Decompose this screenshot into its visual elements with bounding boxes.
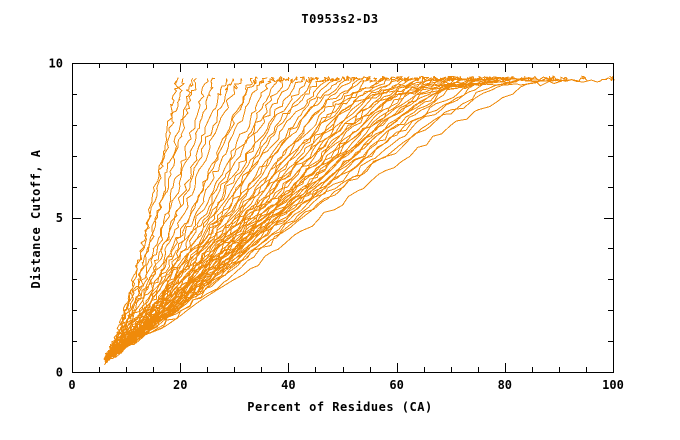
series-layer — [103, 75, 615, 365]
series-line — [106, 76, 283, 357]
series-line — [106, 76, 258, 359]
series-line — [122, 76, 491, 344]
series-line — [105, 76, 290, 359]
series-line — [105, 78, 234, 356]
series-line — [106, 77, 340, 359]
series-line — [112, 75, 349, 352]
x-tick-label: 100 — [602, 378, 624, 392]
series-line — [110, 76, 327, 352]
series-line — [103, 78, 185, 359]
series-line — [105, 77, 215, 362]
series-line — [106, 78, 209, 361]
x-tick-label: 0 — [68, 378, 75, 392]
x-tick-label: 20 — [173, 378, 187, 392]
series-line — [105, 78, 243, 364]
series-line — [115, 75, 615, 358]
x-axis-label: Percent of Residues (CA) — [247, 400, 433, 414]
series-line — [118, 75, 526, 343]
series-line — [116, 75, 588, 351]
series-line — [116, 76, 559, 351]
y-tick-label: 0 — [56, 366, 63, 380]
y-tick-label: 10 — [49, 57, 63, 71]
series-line — [118, 75, 439, 350]
x-tick-label: 80 — [498, 378, 512, 392]
series-line — [106, 76, 335, 360]
x-tick-label: 60 — [389, 378, 403, 392]
tick-labels-layer: 0 20 40 60 80 100 0 5 10 — [49, 57, 624, 393]
x-tick-label: 40 — [281, 378, 295, 392]
series-line — [114, 76, 404, 352]
series-line — [112, 76, 369, 353]
series-line — [119, 75, 456, 348]
series-line — [110, 76, 353, 357]
series-line — [110, 77, 407, 358]
series-line — [119, 76, 475, 348]
chart-title: T0953s2-D3 — [301, 12, 379, 26]
series-line — [108, 76, 306, 353]
series-line — [113, 77, 390, 355]
axes-layer — [71, 62, 615, 374]
series-line — [120, 76, 509, 345]
y-tick-label: 5 — [56, 211, 63, 225]
y-axis-label: Distance Cutoff, A — [29, 149, 43, 289]
series-line — [112, 76, 568, 355]
